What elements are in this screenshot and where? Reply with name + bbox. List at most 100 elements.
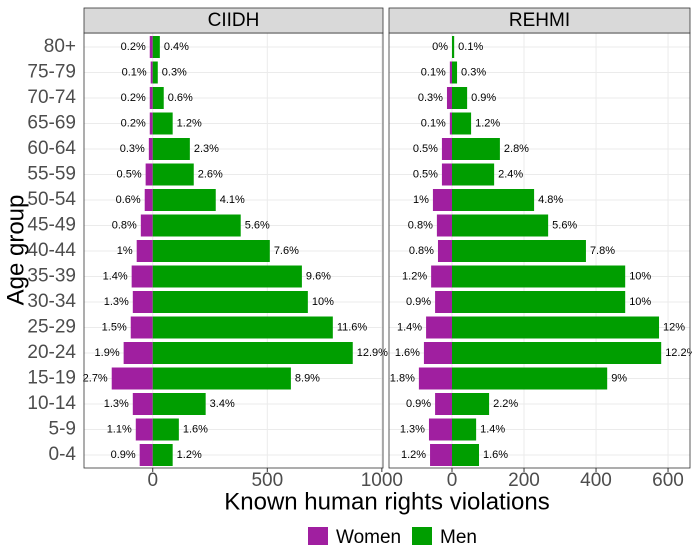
data-label: 0.1% — [122, 66, 147, 78]
bar — [441, 138, 453, 160]
x-tick-label: 1000 — [361, 470, 403, 491]
x-tick-label: 400 — [580, 470, 612, 491]
data-label: 0.9% — [111, 449, 136, 461]
data-label: 1.5% — [102, 321, 127, 333]
data-label: 0.9% — [406, 398, 431, 410]
y-tick-label: 75-79 — [27, 62, 76, 83]
y-tick-label: 60-64 — [27, 138, 76, 159]
data-label: 8.9% — [295, 372, 320, 384]
x-tick-label: 500 — [251, 470, 283, 491]
bar — [449, 61, 453, 84]
data-label: 0.2% — [121, 117, 146, 129]
y-tick-label: 70-74 — [27, 87, 76, 108]
strip — [83, 7, 384, 34]
bar — [423, 342, 453, 364]
strip-title: REHMI — [509, 10, 570, 31]
bar — [149, 112, 153, 135]
bar — [152, 87, 164, 109]
data-label: 0.3% — [461, 66, 486, 78]
bar — [452, 342, 662, 364]
x-tick-label: 600 — [652, 470, 684, 491]
data-label: 0.1% — [421, 66, 446, 78]
bar — [152, 342, 353, 364]
y-tick-label: 5-9 — [49, 419, 76, 440]
data-label: 12% — [663, 321, 685, 333]
strip-title: CIIDH — [208, 10, 260, 31]
data-label: 7.8% — [590, 245, 615, 257]
bar — [452, 367, 608, 390]
bar — [132, 393, 153, 415]
y-tick-label: 40-44 — [27, 240, 76, 261]
bar — [152, 291, 308, 313]
data-label: 12.9% — [357, 347, 388, 359]
bar — [149, 36, 153, 58]
bar — [149, 87, 153, 109]
bar — [428, 418, 453, 441]
bar — [152, 240, 270, 262]
data-label: 9% — [611, 372, 627, 384]
bar — [452, 163, 495, 186]
y-axis-title: Age group — [2, 195, 29, 306]
data-label: 2.4% — [498, 168, 523, 180]
bar — [152, 163, 194, 186]
bar — [152, 393, 206, 415]
bar — [152, 265, 302, 288]
data-label: 12.2% — [665, 347, 692, 359]
y-tick-label: 65-69 — [27, 113, 76, 134]
bar — [152, 214, 241, 237]
y-tick-label: 35-39 — [27, 266, 76, 287]
data-label: 1.9% — [95, 347, 120, 359]
bar — [430, 444, 453, 466]
strip — [388, 7, 691, 34]
bar — [131, 265, 153, 288]
data-label: 0.4% — [164, 41, 189, 53]
x-tick-label: 200 — [508, 470, 540, 491]
data-label: 1.6% — [395, 347, 420, 359]
data-label: 1% — [117, 245, 133, 257]
data-label: 11.6% — [337, 321, 368, 333]
data-label: 3.4% — [210, 398, 235, 410]
bar — [152, 367, 291, 390]
data-label: 2.2% — [493, 398, 518, 410]
y-tick-label: 20-24 — [27, 342, 76, 363]
bar — [446, 87, 453, 109]
legend-label: Men — [440, 527, 477, 545]
data-label: 0.8% — [409, 245, 434, 257]
data-label: 2.3% — [194, 143, 219, 155]
bar — [452, 214, 549, 237]
data-label: 4.1% — [220, 194, 245, 206]
data-label: 0.1% — [458, 41, 483, 53]
bar — [135, 418, 153, 441]
x-tick-label: 0 — [447, 470, 458, 491]
y-tick-label: 80+ — [44, 36, 76, 57]
y-tick-label: 50-54 — [27, 189, 76, 210]
y-tick-label: 0-4 — [49, 444, 77, 465]
y-tick-label: 55-59 — [27, 164, 76, 185]
data-label: 1.4% — [480, 423, 505, 435]
data-label: 9.6% — [306, 270, 331, 282]
data-label: 0.5% — [413, 143, 438, 155]
data-label: 1.6% — [183, 423, 208, 435]
data-label: 0.5% — [413, 168, 438, 180]
data-label: 0.3% — [162, 66, 187, 78]
bar — [452, 444, 480, 466]
data-label: 0.9% — [471, 92, 496, 104]
bar — [123, 342, 153, 364]
legend-swatch — [412, 527, 432, 545]
bar — [152, 316, 333, 339]
bar — [452, 393, 490, 415]
data-label: 1.1% — [107, 423, 132, 435]
bar — [144, 189, 153, 211]
bar — [152, 189, 216, 211]
bar — [432, 189, 453, 211]
data-label: 0.6% — [168, 92, 193, 104]
bar — [150, 61, 153, 84]
data-label: 0.3% — [120, 143, 145, 155]
bar — [152, 418, 179, 441]
bar — [139, 444, 153, 466]
data-label: 1% — [413, 194, 429, 206]
data-label: 0.6% — [116, 194, 141, 206]
data-label: 1.8% — [390, 372, 415, 384]
bar — [435, 291, 453, 313]
bar — [418, 367, 453, 390]
